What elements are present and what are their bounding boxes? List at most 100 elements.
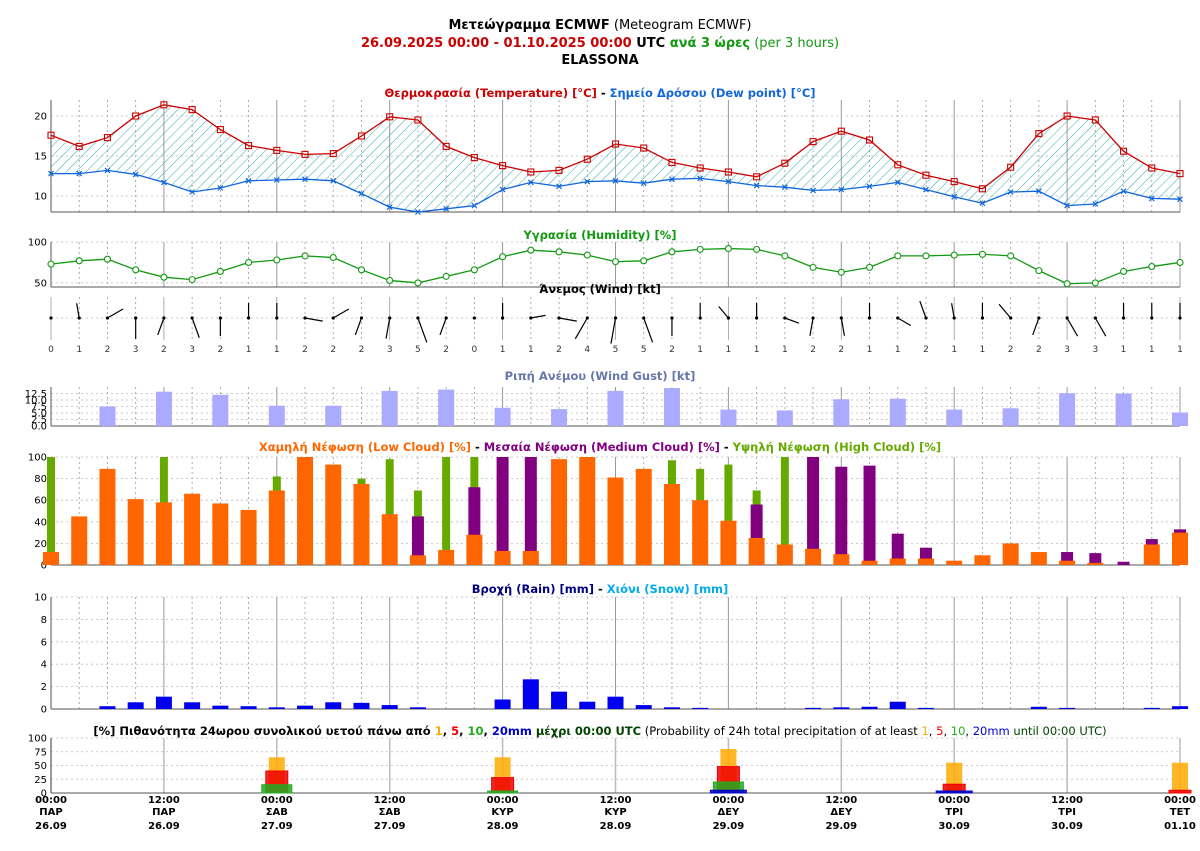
wind-speed-label: 2 — [105, 345, 111, 355]
rain-bar — [917, 707, 934, 709]
low-cloud-bar — [522, 550, 539, 565]
header-interval: ανά 3 ώρες — [669, 36, 751, 51]
x-tick-day: ΔΕΥ — [830, 807, 853, 818]
precip-ytick-label: 2 — [41, 682, 47, 693]
wind-speed-label: 1 — [697, 345, 703, 355]
precip-ytick-label: 8 — [41, 615, 47, 626]
wind-speed-label: 2 — [838, 345, 844, 355]
temperature-point — [47, 131, 55, 139]
rain-bar — [663, 707, 680, 709]
humidity-point — [865, 263, 874, 271]
wind-speed-label: 1 — [274, 345, 280, 355]
wind-speed-label: 4 — [584, 345, 590, 355]
temp-dewpoint-spread-area — [51, 104, 1180, 212]
temperature-point — [978, 185, 986, 193]
low-cloud-bar — [663, 484, 680, 565]
prob-t20: 20mm — [491, 724, 532, 738]
gust-panel-title: Ριπή Ανέμου (Wind Gust) [kt] — [504, 369, 696, 383]
low-cloud-bar — [551, 459, 568, 565]
rain-bar — [212, 705, 229, 709]
humidity-point — [1007, 252, 1015, 260]
dewpoint-point — [443, 205, 450, 212]
rain-label: Βροχή (Rain) [mm] — [471, 582, 594, 596]
x-tick-time: 00:00 — [938, 795, 970, 806]
cloud-ytick-label: 100 — [28, 453, 47, 464]
medium-cloud-bar — [524, 457, 537, 565]
humidity-point — [1063, 280, 1071, 288]
cloud-ytick-label: 0 — [41, 561, 47, 572]
rain-bar — [1143, 707, 1160, 709]
prob-comma: , — [442, 724, 452, 738]
wind-speed-label: 3 — [387, 345, 393, 355]
humidity-point — [499, 253, 507, 261]
humidity-point — [386, 276, 394, 285]
humidity-point — [1091, 279, 1099, 287]
prob-panel-title: [%] Πιθανότητα 24ωρου συνολικού υετού πά… — [0, 724, 1200, 738]
low-cloud-bar — [692, 500, 709, 565]
low-cloud-bar — [805, 548, 822, 565]
wind-speed-label: 2 — [443, 345, 449, 355]
low-cloud-bar — [1059, 560, 1076, 565]
temperature-point — [160, 101, 168, 109]
gust-bar — [1059, 393, 1076, 426]
gust-bar — [663, 388, 680, 426]
medium-cloud-bar — [496, 457, 509, 565]
gust-ytick-label: 5.0 — [31, 409, 47, 420]
temperature-point — [753, 173, 761, 181]
humidity-point — [160, 273, 168, 281]
humidity-point — [1176, 258, 1184, 267]
dewpoint-point — [189, 189, 196, 195]
header-interval-en: (per 3 hours) — [750, 36, 840, 51]
temperature-point — [329, 150, 337, 158]
rain-bar — [325, 702, 342, 709]
title-sep: - — [719, 440, 733, 454]
temperature-point — [1007, 163, 1015, 171]
prob-t10: 10 — [950, 724, 966, 738]
wind-barb — [718, 306, 729, 319]
wind-speed-label: 2 — [302, 345, 308, 355]
wind-barb — [385, 317, 391, 339]
wind-station-dot — [472, 316, 476, 320]
wind-speed-label: 2 — [1036, 345, 1042, 355]
x-tick-day: ΤΕΤ — [1170, 807, 1191, 818]
temperature-point — [555, 166, 563, 174]
gust-bar — [381, 390, 398, 426]
low-cloud-bar — [184, 493, 201, 565]
prob-ytick-label: 0 — [41, 789, 47, 800]
wind-speed-label: 1 — [76, 345, 82, 355]
x-tick-time: 00:00 — [487, 795, 519, 806]
x-tick-time: 00:00 — [712, 795, 744, 806]
x-tick-day: ΔΕΥ — [717, 807, 740, 818]
dewpoint-point — [866, 183, 873, 190]
gust-ytick-label: 10.0 — [25, 396, 47, 407]
prob-title-en: (Probability of 24h total precipitation … — [641, 724, 922, 738]
wind-speed-label: 2 — [556, 345, 562, 355]
wind-barb — [157, 317, 165, 336]
temperature-point — [245, 142, 253, 150]
temperature-point — [470, 154, 478, 162]
prob-until-en: until 00:00 UTC) — [1009, 724, 1107, 738]
temp-ytick-label: 20 — [34, 112, 47, 123]
dewpoint-point — [1177, 196, 1183, 203]
dewpoint-point — [697, 175, 704, 182]
humidity-point — [273, 256, 281, 264]
temp-ytick-label: 15 — [34, 152, 47, 163]
humidity-point — [1148, 262, 1156, 271]
dewpoint-point — [415, 209, 421, 215]
gust-bar — [833, 399, 850, 426]
gust-bar — [325, 405, 342, 426]
rain-bar — [297, 705, 314, 709]
gust-bar — [776, 410, 793, 426]
humidity-point — [329, 253, 337, 262]
wind-speed-label: 3 — [1064, 345, 1070, 355]
humidity-point — [724, 244, 732, 253]
low-cloud-bar — [861, 560, 878, 565]
wind-speed-label: 2 — [1008, 345, 1014, 355]
humidity-point — [216, 267, 224, 276]
dewpoint-point — [273, 177, 280, 183]
prob-comma: , — [928, 724, 937, 738]
temperature-point — [1063, 112, 1071, 120]
x-tick-day: ΤΡΙ — [945, 807, 963, 818]
rain-bar — [353, 702, 370, 709]
header-utc: UTC — [631, 36, 670, 51]
